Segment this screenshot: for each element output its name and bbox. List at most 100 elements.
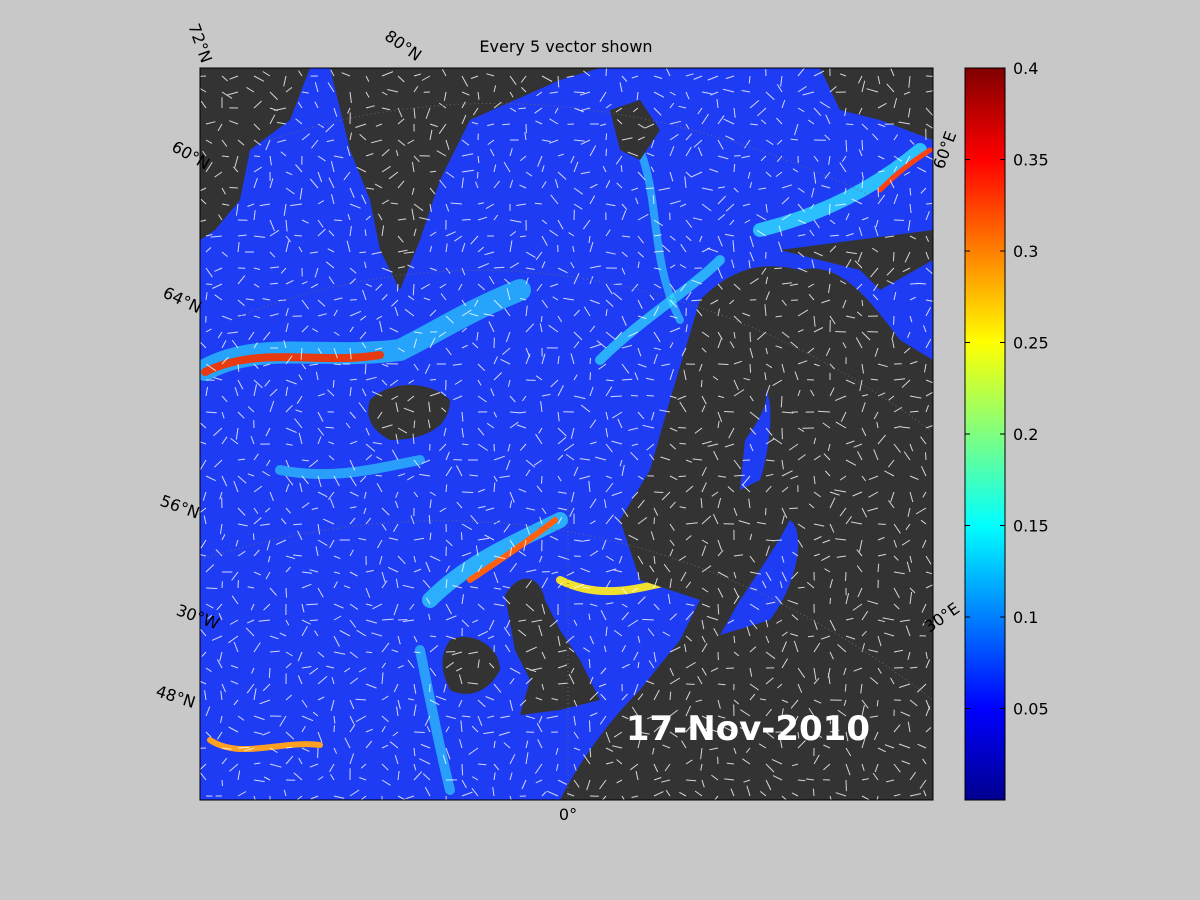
vector-arrow <box>717 186 726 189</box>
vector-arrow <box>728 427 735 439</box>
vector-arrow <box>247 586 255 589</box>
vector-arrow <box>685 91 690 100</box>
vector-arrow <box>412 433 415 445</box>
vector-arrow <box>244 747 255 752</box>
vector-arrow <box>893 378 906 381</box>
vector-arrow <box>631 706 639 717</box>
vector-arrow <box>265 427 271 437</box>
vector-arrow <box>509 91 514 98</box>
vector-arrow <box>925 584 933 589</box>
vector-arrow <box>221 757 228 765</box>
vector-arrow <box>669 200 681 205</box>
vector-arrow <box>614 331 623 340</box>
vector-arrow <box>392 731 399 737</box>
vector-arrow <box>397 795 407 800</box>
vector-arrow <box>909 296 916 301</box>
vector-arrow <box>781 515 785 525</box>
vector-arrow <box>922 758 927 765</box>
vector-arrow <box>252 533 255 541</box>
vector-arrow <box>669 133 679 141</box>
vector-arrow <box>469 312 479 317</box>
vector-arrow <box>781 299 787 307</box>
vector-arrow <box>650 139 655 149</box>
vector-arrow <box>749 646 757 653</box>
vector-arrow <box>797 454 806 461</box>
vector-arrow <box>568 232 575 237</box>
vector-arrow <box>900 426 911 429</box>
vector-arrow <box>765 571 772 582</box>
vector-arrow <box>429 170 437 173</box>
vector-arrow <box>253 571 262 576</box>
vector-arrow <box>637 411 645 420</box>
vector-arrow <box>765 347 768 355</box>
vector-arrow <box>861 331 871 341</box>
vector-arrow <box>925 727 932 733</box>
vector-arrow <box>349 310 362 317</box>
vector-arrow <box>600 610 607 621</box>
vector-arrow <box>909 555 913 563</box>
vector-arrow <box>669 731 678 738</box>
vector-arrow <box>205 292 208 301</box>
vector-arrow <box>621 693 628 701</box>
vector-arrow <box>779 581 783 589</box>
vector-arrow <box>758 187 767 190</box>
vector-arrow <box>285 694 293 701</box>
vector-arrow <box>408 698 415 701</box>
vector-arrow <box>856 283 863 290</box>
vector-arrow <box>589 386 594 397</box>
vector-arrow <box>649 565 655 573</box>
vector-arrow <box>419 473 431 477</box>
vector-arrow <box>349 91 352 103</box>
vector-arrow <box>328 177 335 189</box>
vector-arrow <box>741 484 751 493</box>
vector-arrow <box>839 162 847 173</box>
vector-arrow <box>476 171 479 179</box>
vector-arrow <box>550 379 559 388</box>
vector-arrow <box>893 555 899 561</box>
vector-arrow <box>413 704 417 717</box>
vector-arrow <box>391 649 399 653</box>
vector-arrow <box>285 662 292 669</box>
vector-arrow <box>295 409 303 413</box>
colorbar-tick-label: 0.3 <box>1013 242 1038 261</box>
vector-arrow <box>605 731 611 743</box>
vector-arrow <box>201 651 207 657</box>
vector-arrow <box>445 715 457 720</box>
vector-arrow <box>536 723 543 733</box>
vector-arrow <box>331 677 335 685</box>
vector-arrow <box>231 339 239 349</box>
vector-arrow <box>820 635 831 640</box>
vector-arrow <box>471 787 479 797</box>
vector-arrow <box>413 491 419 498</box>
vector-arrow <box>365 683 377 689</box>
vector-arrow <box>789 507 799 510</box>
vector-arrow <box>253 267 261 270</box>
vector-arrow <box>476 331 479 341</box>
vector-arrow <box>733 507 738 516</box>
vector-arrow <box>748 260 751 269</box>
vector-arrow <box>685 726 691 733</box>
vector-arrow <box>861 427 867 437</box>
vector-arrow <box>839 475 847 481</box>
vector-arrow <box>358 667 367 673</box>
vector-arrow <box>707 75 719 81</box>
vector-arrow <box>253 715 265 721</box>
vector-arrow <box>397 118 405 125</box>
vector-arrow <box>726 762 735 765</box>
inland-seas <box>720 390 799 635</box>
vector-arrow <box>349 278 357 285</box>
vector-arrow <box>813 677 820 685</box>
vector-arrow <box>829 219 836 225</box>
vector-arrow <box>663 563 671 573</box>
vector-arrow <box>845 635 856 640</box>
vector-arrow <box>891 339 895 349</box>
vector-arrow <box>349 226 352 237</box>
vector-arrow <box>701 603 710 608</box>
vector-arrow <box>461 491 474 493</box>
vector-arrow <box>477 363 486 372</box>
vector-arrow <box>866 88 879 93</box>
vector-arrow <box>227 331 239 334</box>
vector-arrow <box>877 123 886 128</box>
vector-arrow <box>535 251 543 261</box>
vector-arrow <box>395 500 399 509</box>
